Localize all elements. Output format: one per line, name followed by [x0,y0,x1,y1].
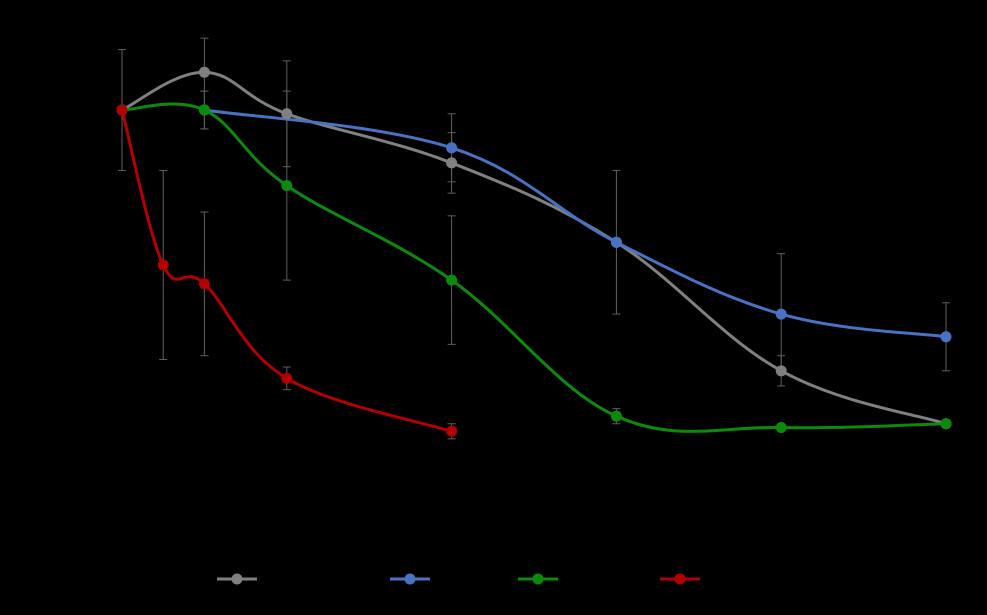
data-point [940,331,952,343]
legend-item-4 [660,573,700,585]
data-point [775,422,787,434]
legend-swatch-marker [404,573,416,585]
legend [217,573,700,585]
data-point [198,278,210,290]
data-points [116,66,952,437]
data-point [281,372,293,384]
data-point [446,425,458,437]
series-lines [120,70,948,433]
data-point [940,418,952,430]
data-point [157,259,169,271]
data-point [446,157,458,169]
data-point [775,365,787,377]
error-bars [118,37,950,440]
legend-item-1 [217,573,257,585]
data-point [116,104,128,116]
legend-item-3 [518,573,558,585]
data-point [775,308,787,320]
series-line-2 [202,108,948,339]
legend-swatch-marker [532,573,544,585]
data-point [281,108,293,120]
legend-swatch-marker [231,573,243,585]
data-point [446,142,458,154]
data-point [198,66,210,78]
data-point [281,180,293,192]
data-point [610,236,622,248]
data-point [446,274,458,286]
data-point [198,104,210,116]
series-line-3 [120,102,948,433]
legend-item-2 [390,573,430,585]
series-line-1 [120,70,948,426]
legend-swatch-marker [674,573,686,585]
data-point [610,410,622,422]
